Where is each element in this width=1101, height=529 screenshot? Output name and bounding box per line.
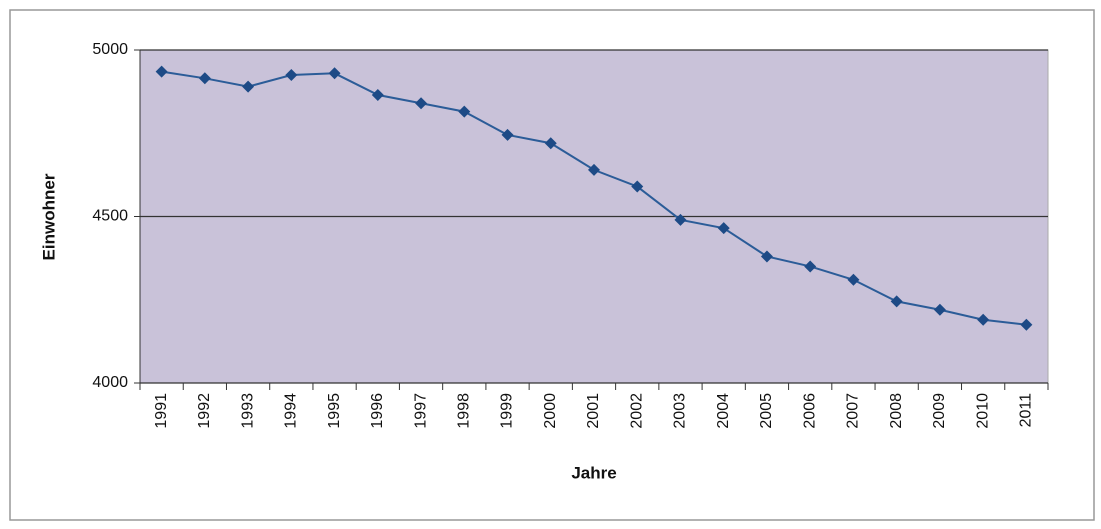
x-tick-label: 2008 bbox=[888, 393, 905, 429]
marker bbox=[328, 67, 341, 80]
marker bbox=[155, 65, 168, 78]
y-tick-label: 4000 bbox=[92, 374, 128, 391]
marker bbox=[760, 250, 773, 263]
marker bbox=[847, 273, 860, 286]
x-tick-label: 1995 bbox=[326, 393, 343, 429]
x-tick-label: 2007 bbox=[845, 393, 862, 429]
y-axis-title: Einwohner bbox=[39, 173, 58, 260]
marker bbox=[501, 128, 514, 141]
marker bbox=[890, 295, 903, 308]
x-tick-label: 2011 bbox=[1018, 393, 1035, 428]
x-tick-label: 1998 bbox=[456, 393, 473, 429]
y-tick-label: 4500 bbox=[92, 208, 128, 225]
marker bbox=[631, 180, 644, 193]
marker bbox=[285, 68, 298, 81]
x-tick-label: 2000 bbox=[542, 393, 559, 429]
marker bbox=[544, 137, 557, 150]
x-tick-label: 1992 bbox=[196, 393, 213, 429]
marker bbox=[977, 313, 990, 326]
marker bbox=[458, 105, 471, 118]
marker bbox=[674, 213, 687, 226]
x-tick-label: 1991 bbox=[153, 393, 170, 429]
x-tick-label: 2003 bbox=[672, 393, 689, 429]
x-axis-title: Jahre bbox=[571, 463, 616, 482]
x-tick-label: 1994 bbox=[283, 393, 300, 429]
marker bbox=[588, 163, 600, 176]
marker bbox=[242, 80, 255, 93]
x-tick-label: 1993 bbox=[239, 393, 256, 429]
x-tick-label: 2004 bbox=[715, 393, 732, 429]
x-tick-label: 2010 bbox=[974, 393, 991, 429]
x-tick-label: 2009 bbox=[931, 393, 948, 429]
x-tick-label: 2001 bbox=[585, 393, 602, 429]
marker bbox=[933, 303, 946, 316]
x-tick-label: 2006 bbox=[801, 393, 818, 429]
marker bbox=[415, 97, 428, 110]
x-tick-label: 1997 bbox=[412, 393, 429, 429]
x-tick-label: 2005 bbox=[758, 393, 775, 429]
marker bbox=[717, 222, 730, 235]
x-tick-label: 2002 bbox=[628, 393, 645, 429]
x-tick-label: 1996 bbox=[369, 393, 386, 429]
marker bbox=[198, 72, 211, 85]
marker bbox=[804, 260, 817, 273]
marker bbox=[1020, 318, 1033, 331]
y-tick-label: 5000 bbox=[92, 41, 128, 58]
marker bbox=[371, 88, 384, 101]
x-tick-label: 1999 bbox=[499, 393, 516, 429]
